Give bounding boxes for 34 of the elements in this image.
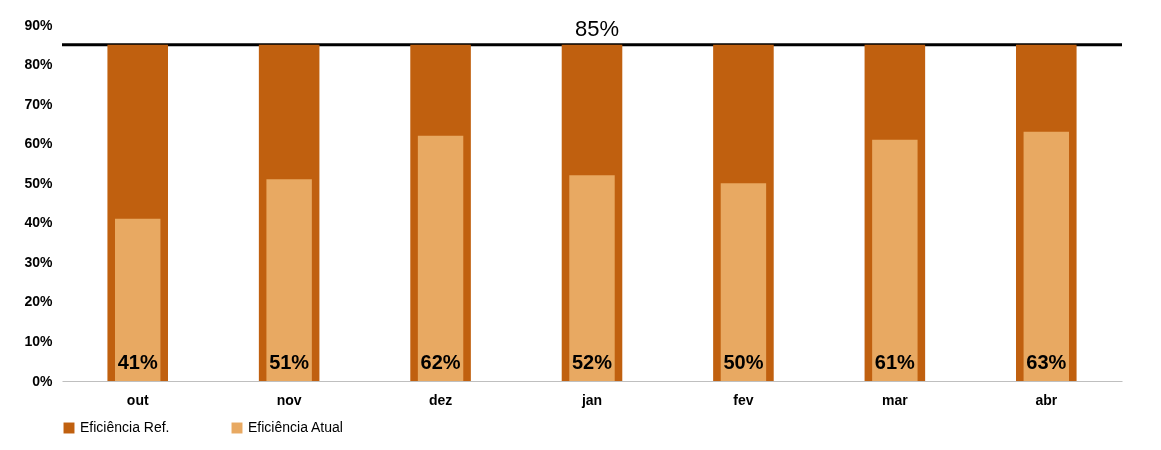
data-label: 62% (420, 351, 461, 373)
y-tick-label: 60% (24, 135, 54, 152)
bar (115, 218, 161, 381)
x-tick-label: dez (428, 391, 453, 408)
y-tick-label: 70% (24, 95, 54, 112)
data-label: 52% (571, 351, 613, 373)
y-tick-label: 10% (24, 332, 54, 349)
data-label: 61% (874, 351, 916, 373)
x-tick-label: mar (882, 391, 909, 408)
y-tick-label: 0% (32, 372, 54, 389)
bar (720, 183, 767, 381)
y-tick-label: 80% (24, 56, 54, 73)
y-tick-label: 90% (24, 16, 54, 33)
legend-label: Eficiência Atual (248, 419, 343, 435)
data-label: 63% (1026, 351, 1067, 373)
x-tick-label: out (126, 391, 149, 408)
bar (417, 135, 464, 381)
data-label: 50% (723, 351, 764, 373)
y-tick-label: 40% (24, 214, 54, 231)
bar (569, 175, 615, 381)
y-tick-label: 20% (24, 293, 54, 310)
data-label: 41% (117, 351, 158, 373)
y-tick-label: 30% (24, 253, 54, 270)
x-tick-label: jan (580, 391, 603, 408)
ref-line-label: 85% (574, 15, 620, 41)
bar (266, 179, 312, 381)
y-tick-label: 50% (24, 174, 54, 191)
data-label: 51% (269, 351, 310, 373)
legend-label: Eficiência Ref. (80, 419, 170, 435)
bar (872, 139, 918, 381)
x-tick-label: fev (733, 391, 754, 408)
x-tick-label: nov (276, 391, 302, 408)
x-tick-label: abr (1035, 391, 1058, 408)
bar (1023, 131, 1069, 381)
